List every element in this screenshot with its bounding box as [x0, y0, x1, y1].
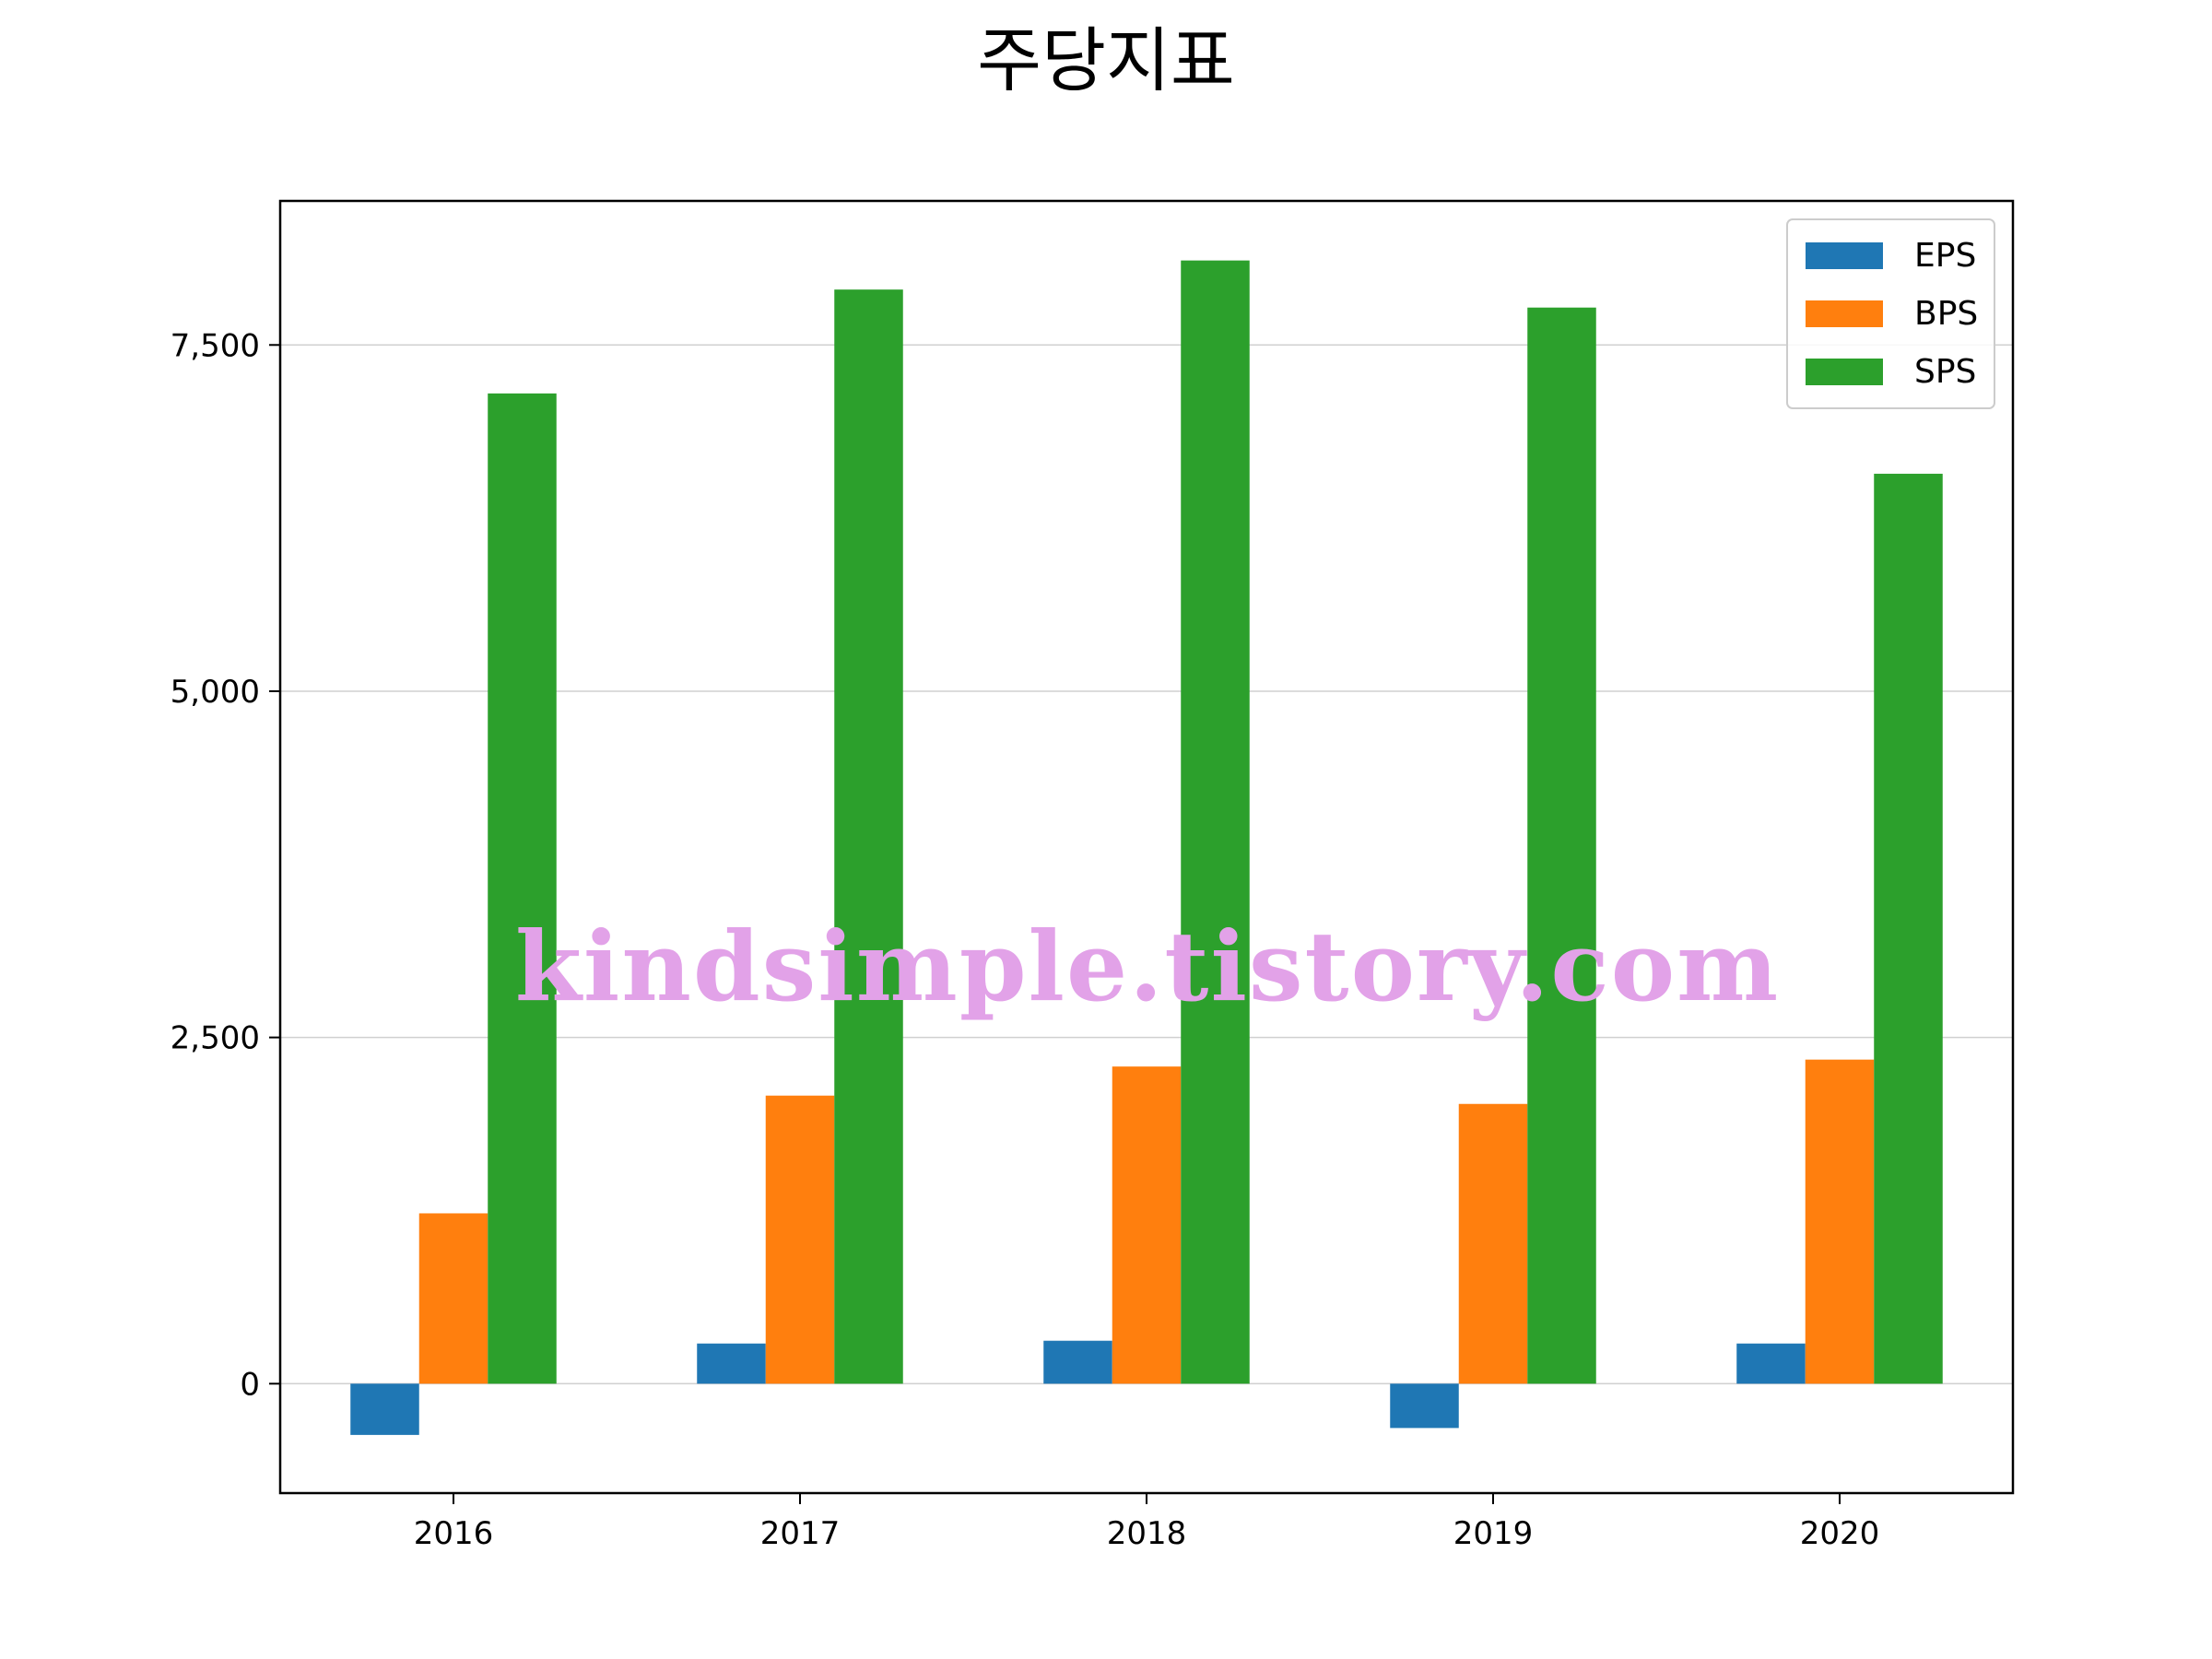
- legend-swatch-eps: [1806, 242, 1883, 269]
- y-axis: 0 2,500 5,000 7,500: [171, 327, 280, 1403]
- y-tick-label-0: 0: [240, 1366, 260, 1403]
- chart-title: 주당지표: [977, 19, 1235, 101]
- bar-sps-2020: [1874, 474, 1943, 1384]
- legend-swatch-sps: [1806, 359, 1883, 385]
- bar-sps-2016: [488, 393, 557, 1384]
- bar-bps-2016: [418, 1213, 488, 1384]
- bar-bps-2017: [765, 1095, 835, 1384]
- y-tick-label-2: 5,000: [171, 674, 260, 711]
- bar-eps-2019: [1390, 1383, 1459, 1429]
- bar-eps-2017: [697, 1343, 766, 1384]
- bar-bps-2018: [1112, 1066, 1182, 1384]
- x-tick-label-2018: 2018: [1107, 1515, 1187, 1552]
- bar-eps-2018: [1043, 1340, 1112, 1384]
- bar-bps-2019: [1458, 1103, 1528, 1384]
- legend-label-sps: SPS: [1914, 353, 1976, 391]
- bar-eps-2020: [1736, 1343, 1806, 1384]
- bars: [350, 260, 1943, 1435]
- x-tick-label-2019: 2019: [1453, 1515, 1534, 1552]
- legend-swatch-bps: [1806, 300, 1883, 327]
- x-axis: 2016 2017 2018 2019 2020: [414, 1493, 1880, 1552]
- bar-bps-2020: [1805, 1059, 1875, 1384]
- bar-sps-2019: [1527, 307, 1596, 1384]
- legend-label-eps: EPS: [1914, 237, 1976, 275]
- legend: EPS BPS SPS: [1786, 218, 1995, 409]
- watermark-text: kindsimple.tistory.com: [515, 910, 1780, 1023]
- bar-sps-2017: [834, 289, 903, 1384]
- x-tick-label-2016: 2016: [414, 1515, 494, 1552]
- x-tick-label-2017: 2017: [760, 1515, 841, 1552]
- bar-eps-2016: [350, 1383, 419, 1435]
- y-tick-label-3: 7,500: [171, 327, 260, 364]
- x-tick-label-2020: 2020: [1800, 1515, 1880, 1552]
- bar-sps-2018: [1181, 260, 1250, 1384]
- legend-label-bps: BPS: [1914, 295, 1978, 333]
- y-tick-label-1: 2,500: [171, 1020, 260, 1057]
